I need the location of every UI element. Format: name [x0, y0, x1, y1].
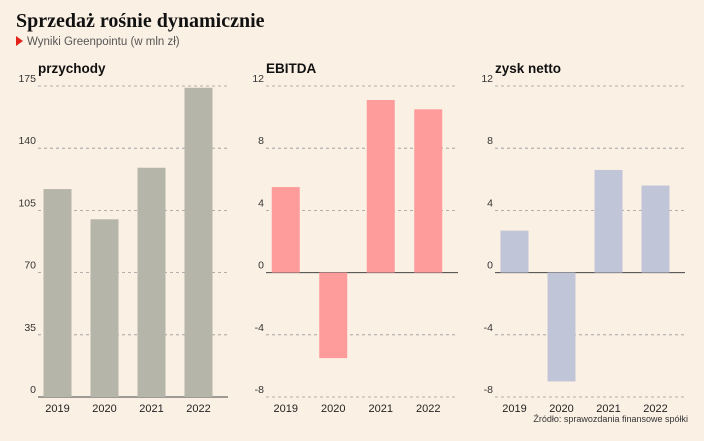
ebitda-y-tick-label: -8 [255, 384, 264, 396]
ebitda-bar-2022 [414, 109, 443, 273]
revenue-y-tick-label: 0 [30, 384, 36, 396]
net-profit-bar-2022 [641, 185, 670, 273]
revenue-chart-title: przychody [38, 61, 106, 76]
revenue-y-tick-label: 140 [18, 135, 36, 147]
net-profit-y-tick-label: -4 [484, 322, 493, 334]
subtitle: Wyniki Greenpointu (w mln zł) [16, 36, 180, 48]
revenue-x-tick-label: 2022 [186, 403, 210, 415]
ebitda-x-tick-label: 2021 [369, 403, 393, 415]
revenue-y-tick-label: 35 [24, 322, 36, 334]
ebitda-x-tick-label: 2019 [274, 403, 298, 415]
net-profit-bar-2021 [594, 169, 623, 273]
revenue-x-tick-label: 2021 [139, 403, 163, 415]
ebitda-y-tick-label: -4 [255, 322, 264, 334]
net-profit-y-tick-label: -8 [484, 384, 493, 396]
net-profit-x-tick-label: 2022 [643, 403, 667, 415]
revenue-bar-2021 [137, 167, 166, 397]
ebitda-y-tick-label: 0 [258, 260, 264, 272]
ebitda-bar-2019 [271, 187, 300, 273]
net-profit-chart-title: zysk netto [495, 61, 561, 76]
net-profit-bar-2020 [547, 272, 576, 382]
ebitda-x-tick-label: 2022 [416, 403, 440, 415]
revenue-x-tick-label: 2019 [45, 403, 69, 415]
revenue-bar-2019 [43, 189, 72, 397]
net-profit-x-tick-label: 2020 [549, 403, 573, 415]
net-profit-x-tick-label: 2019 [502, 403, 526, 415]
triangle-marker-icon [16, 36, 23, 46]
ebitda-bar-2020 [319, 272, 348, 359]
net-profit-y-tick-label: 8 [487, 135, 493, 147]
net-profit-y-tick-label: 12 [481, 73, 493, 85]
net-profit-y-tick-label: 0 [487, 260, 493, 272]
revenue-bar-2022 [184, 87, 213, 397]
subtitle-text: Wyniki Greenpointu (w mln zł) [27, 36, 180, 48]
revenue-y-tick-label: 175 [18, 73, 36, 85]
revenue-y-tick-label: 105 [18, 197, 36, 209]
net-profit-y-tick-label: 4 [487, 197, 493, 209]
ebitda-x-tick-label: 2020 [321, 403, 345, 415]
revenue-bar-2020 [90, 219, 119, 397]
net-profit-bar-2019 [500, 230, 529, 273]
ebitda-bar-2021 [366, 99, 395, 273]
revenue-y-tick-label: 70 [24, 260, 36, 272]
ebitda-y-tick-label: 8 [258, 135, 264, 147]
ebitda-y-tick-label: 4 [258, 197, 264, 209]
source-note: Źródło: sprawozdania finansowe spółki [533, 414, 688, 424]
net-profit-x-tick-label: 2021 [596, 403, 620, 415]
revenue-x-tick-label: 2020 [92, 403, 116, 415]
page-title: Sprzedaż rośnie dynamicznie [16, 10, 265, 32]
ebitda-chart-title: EBITDA [266, 61, 317, 76]
ebitda-y-tick-label: 12 [252, 73, 264, 85]
